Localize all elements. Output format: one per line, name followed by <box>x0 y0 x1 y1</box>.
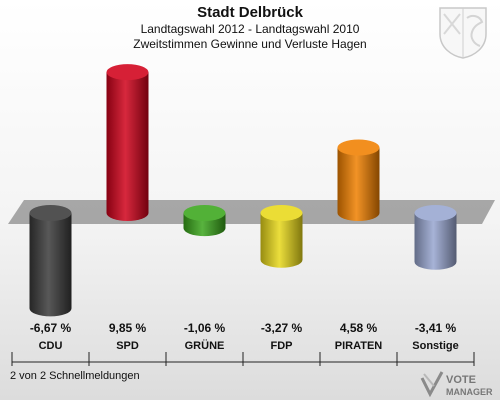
chart-header: Stadt Delbrück Landtagswahl 2012 - Landt… <box>0 4 500 52</box>
value-label: 9,85 % <box>109 321 147 335</box>
bar-grüne <box>183 205 226 237</box>
bar-cdu <box>29 205 72 317</box>
logo-text-vote: VOTE <box>446 374 476 386</box>
chart-subtitle-election: Landtagswahl 2012 - Landtagswahl 2010 <box>140 22 360 36</box>
category-label: PIRATEN <box>335 340 383 352</box>
value-label: -3,41 % <box>415 321 457 335</box>
bar-piraten <box>337 139 380 221</box>
category-label: Sonstige <box>412 340 458 352</box>
category-label: CDU <box>39 340 63 352</box>
votemanager-logo: VOTE MANAGER <box>420 371 493 398</box>
coat-of-arms-icon <box>439 7 487 59</box>
value-label: -6,67 % <box>30 321 72 335</box>
value-label: -1,06 % <box>184 321 226 335</box>
bar-fdp <box>260 205 303 268</box>
bar-spd <box>106 64 149 222</box>
category-label: GRÜNE <box>185 339 225 352</box>
chart-subtitle-description: Zweitstimmen Gewinne und Verluste Hagen <box>133 37 367 51</box>
bar-sonstige <box>414 205 457 270</box>
chart-title: Stadt Delbrück <box>197 4 303 21</box>
category-label: SPD <box>116 340 139 352</box>
value-label: -3,27 % <box>261 321 303 335</box>
report-status-text: 2 von 2 Schnellmeldungen <box>10 370 140 382</box>
logo-text-manager: MANAGER <box>446 387 493 397</box>
category-label: FDP <box>271 340 293 352</box>
value-label: 4,58 % <box>340 321 378 335</box>
